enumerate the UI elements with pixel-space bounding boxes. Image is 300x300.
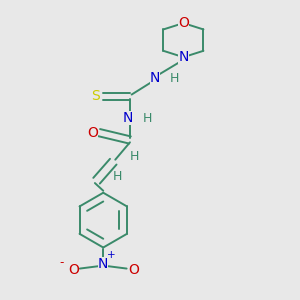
Text: O: O	[87, 126, 98, 140]
Text: N: N	[178, 50, 189, 64]
Text: S: S	[91, 89, 100, 103]
Text: +: +	[107, 250, 116, 260]
Text: N: N	[150, 71, 160, 85]
Text: N: N	[98, 256, 108, 271]
Text: O: O	[68, 263, 79, 277]
Text: H: H	[129, 150, 139, 163]
Text: H: H	[169, 72, 179, 85]
Text: -: -	[59, 256, 64, 269]
Text: H: H	[142, 112, 152, 125]
Text: O: O	[128, 263, 139, 277]
Text: H: H	[112, 170, 122, 183]
Text: O: O	[178, 16, 189, 30]
Text: N: N	[123, 111, 134, 125]
